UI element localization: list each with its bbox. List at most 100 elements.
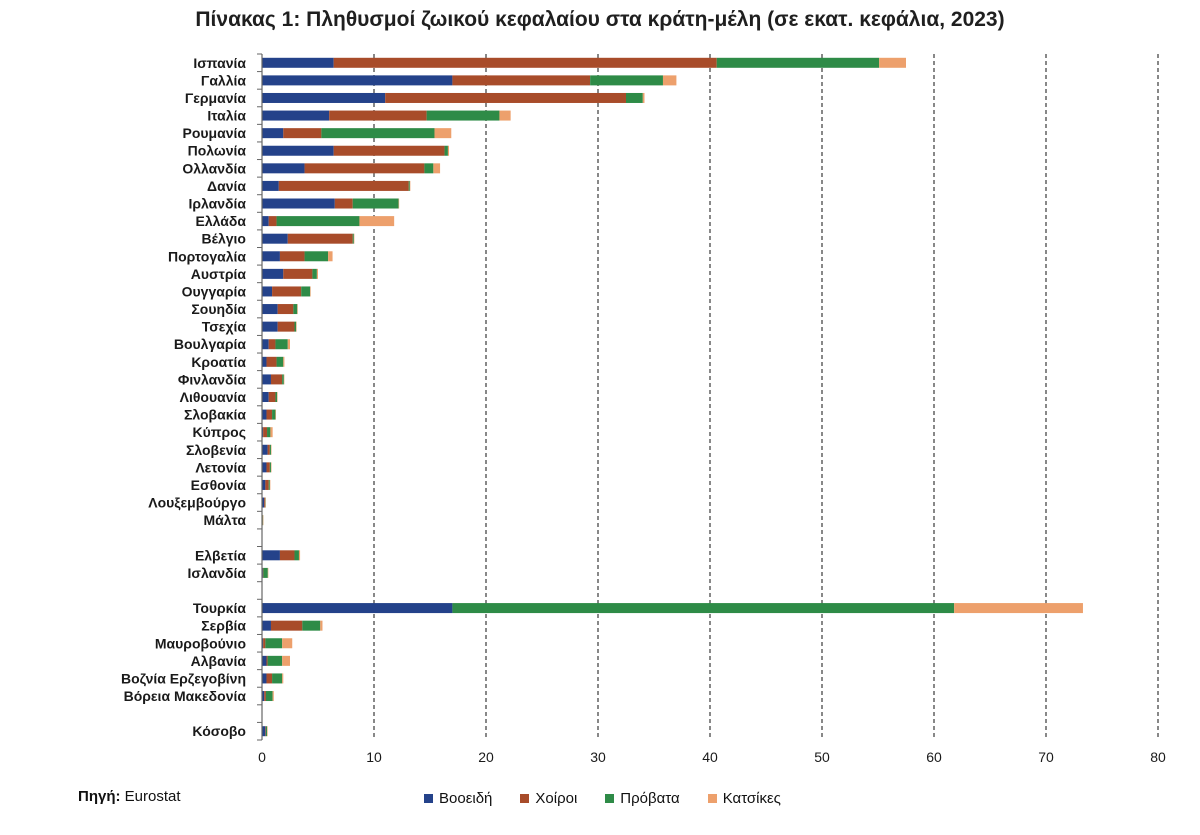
source-value: Eurostat <box>124 788 181 805</box>
bar-segment <box>265 691 273 702</box>
bar-segment <box>424 163 434 174</box>
bar-segment <box>287 339 290 350</box>
bar-segment <box>352 198 399 209</box>
category-label: Γερμανία <box>185 90 247 106</box>
bar-segment <box>297 304 298 315</box>
bar-segment <box>329 110 427 121</box>
bar-segment <box>265 638 283 649</box>
bar-segment <box>277 392 278 402</box>
bar-segment <box>268 392 276 402</box>
category-label: Γαλλία <box>201 72 246 88</box>
legend-swatch <box>424 794 433 803</box>
bar-segment <box>262 655 267 666</box>
legend-swatch <box>707 794 717 803</box>
category-label: Πορτογαλία <box>168 248 246 264</box>
bar-segment <box>270 374 283 385</box>
bar-segment <box>266 356 277 367</box>
tick-labels: 0 10 20 30 40 50 60 70 80 <box>258 749 1166 765</box>
category-label: Φινλανδία <box>178 371 247 387</box>
bar-segment <box>262 128 284 139</box>
bar-segment <box>879 57 906 68</box>
bar-segment <box>266 462 270 473</box>
bar-segment <box>270 427 273 438</box>
category-label: Λετονία <box>195 459 246 475</box>
x-tick-label: 10 <box>366 749 382 765</box>
x-tick-label: 0 <box>258 749 266 765</box>
bar-segment <box>353 233 355 244</box>
bar-segment <box>267 655 283 666</box>
bar-segment <box>304 251 329 262</box>
category-label: Μαυροβούνιο <box>155 635 246 651</box>
bar-segment <box>283 374 285 385</box>
legend-label: Πρόβατα <box>620 790 680 807</box>
bar-segment <box>262 550 280 561</box>
bar-segment <box>275 409 276 420</box>
x-tick-label: 40 <box>702 749 718 765</box>
bar-segment <box>262 304 278 315</box>
bars <box>262 57 1083 737</box>
bar-segment <box>283 356 285 367</box>
bar-segment <box>262 321 278 332</box>
category-label: Σουηδία <box>191 301 246 317</box>
bar-segment <box>590 75 663 86</box>
bar-segment <box>270 444 272 455</box>
bar-segment <box>264 691 266 702</box>
bar-segment <box>277 304 294 315</box>
legend-swatch <box>605 794 615 803</box>
x-tick-label: 70 <box>1038 749 1054 765</box>
bar-segment <box>626 92 643 103</box>
category-label: Τουρκία <box>193 600 247 616</box>
category-label: Αλβανία <box>191 653 247 669</box>
bar-segment <box>272 691 274 702</box>
bar-segment <box>272 409 276 420</box>
bar-segment <box>267 726 268 737</box>
legend-item: Πρόβατα <box>605 790 680 807</box>
bar-segment <box>265 726 266 737</box>
bar-segment <box>320 620 323 631</box>
x-tick-label: 20 <box>478 749 494 765</box>
category-label: Ιταλία <box>207 108 246 124</box>
category-label: Βοζνία Ερζεγοβίνη <box>121 670 246 686</box>
bar-segment <box>262 603 453 614</box>
category-label: Ολλανδία <box>182 160 246 176</box>
bar-segment <box>262 726 266 737</box>
bar-segment <box>262 216 269 227</box>
source-note: Πηγή: Eurostat <box>78 788 181 805</box>
bar-segment <box>426 110 500 121</box>
category-label: Λιθουανία <box>180 389 247 405</box>
bar-segment <box>262 497 265 508</box>
bar-segment <box>268 216 277 227</box>
category-label: Ισλανδία <box>188 565 247 581</box>
category-label: Ιρλανδία <box>188 196 246 212</box>
bar-segment <box>262 479 266 490</box>
bar-segment <box>954 603 1083 614</box>
legend-item: Κατσίκες <box>707 790 781 807</box>
bar-segment <box>293 304 298 315</box>
bar-segment <box>265 479 269 490</box>
x-tick-label: 80 <box>1150 749 1166 765</box>
bar-segment <box>298 550 301 561</box>
bar-segment <box>262 374 271 385</box>
bar-segment <box>328 251 333 262</box>
bar-segment <box>262 691 265 702</box>
bar-segment <box>269 462 271 473</box>
bar-segment <box>276 216 360 227</box>
bar-segment <box>277 321 295 332</box>
bar-segment <box>268 339 276 350</box>
bar-segment <box>434 128 452 139</box>
bar-segment <box>398 198 400 209</box>
legend-swatch <box>520 794 530 803</box>
category-label: Βόρεια Μακεδονία <box>124 688 247 704</box>
x-tick-label: 60 <box>926 749 942 765</box>
source-label: Πηγή: <box>78 788 121 805</box>
bar-segment <box>267 567 269 578</box>
bar-segment <box>359 216 395 227</box>
bar-segment <box>312 268 317 279</box>
bar-segment <box>282 638 293 649</box>
bar-segment <box>642 92 645 103</box>
bar-segment <box>262 233 288 244</box>
bar-segment <box>266 673 273 684</box>
bar-segment <box>262 145 334 156</box>
category-label: Κύπρος <box>193 424 246 440</box>
